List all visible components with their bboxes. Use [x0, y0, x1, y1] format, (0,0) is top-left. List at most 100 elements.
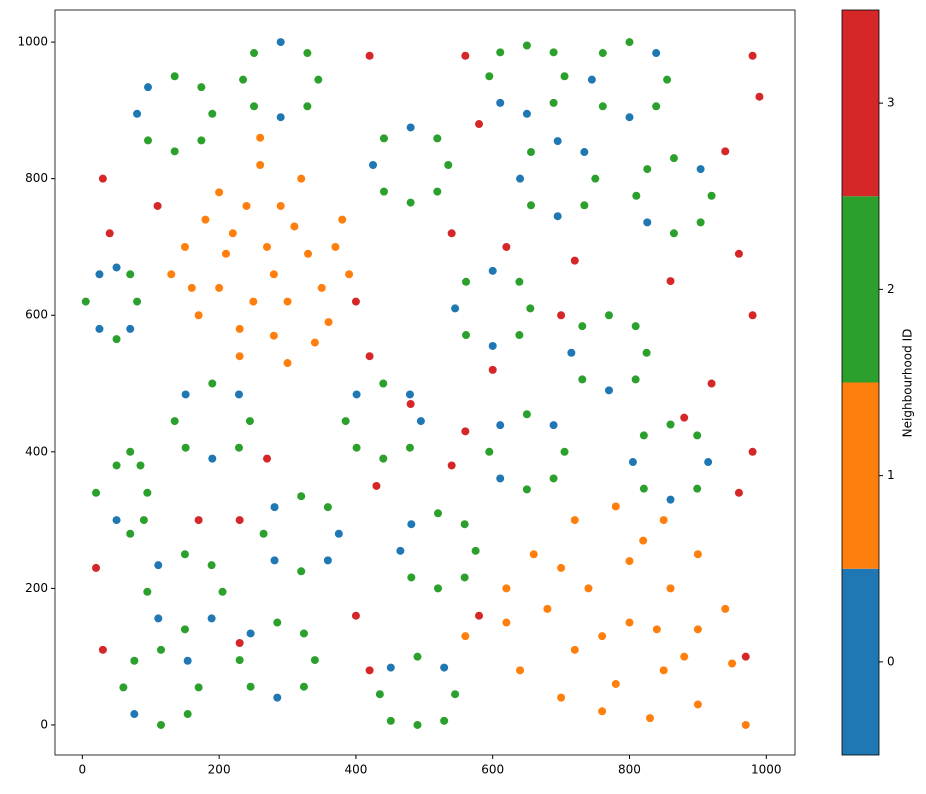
point: [352, 443, 361, 452]
point: [659, 516, 668, 525]
point: [693, 625, 702, 634]
point: [748, 447, 757, 456]
point: [515, 331, 524, 340]
point: [180, 625, 189, 634]
point: [270, 556, 279, 565]
point: [496, 421, 505, 430]
point: [130, 710, 139, 719]
point: [235, 639, 244, 648]
point: [331, 242, 340, 251]
point: [405, 390, 414, 399]
point: [215, 188, 224, 197]
point: [549, 421, 558, 430]
point: [748, 51, 757, 60]
point: [529, 550, 538, 559]
point: [181, 390, 190, 399]
point: [625, 113, 634, 122]
point: [580, 148, 589, 157]
point: [290, 222, 299, 231]
point: [208, 109, 217, 118]
point: [639, 431, 648, 440]
point: [625, 38, 634, 47]
point: [604, 311, 613, 320]
point: [317, 283, 326, 292]
point: [591, 174, 600, 183]
point: [475, 611, 484, 620]
point: [522, 41, 531, 50]
point: [235, 656, 244, 665]
point: [130, 656, 139, 665]
point: [462, 331, 471, 340]
point: [183, 656, 192, 665]
point: [570, 256, 579, 265]
point: [485, 447, 494, 456]
point: [323, 503, 332, 512]
point: [126, 270, 135, 279]
point: [721, 147, 730, 156]
point: [187, 283, 196, 292]
point: [98, 645, 107, 654]
point: [112, 461, 121, 470]
point: [557, 693, 566, 702]
point: [208, 379, 217, 388]
point: [180, 242, 189, 251]
point: [406, 123, 415, 132]
point: [143, 587, 152, 596]
y-tick-label: 400: [25, 444, 48, 458]
point: [693, 700, 702, 709]
point: [696, 165, 705, 174]
point: [515, 277, 524, 286]
point: [303, 102, 312, 111]
point: [352, 390, 361, 399]
point: [126, 324, 135, 333]
point: [451, 304, 460, 313]
point: [549, 474, 558, 483]
point: [154, 561, 163, 570]
point: [197, 136, 206, 145]
x-tick-label: 1000: [751, 763, 782, 777]
point: [144, 83, 153, 92]
point: [324, 318, 333, 327]
y-tick-label: 800: [25, 171, 48, 185]
point: [201, 215, 210, 224]
y-tick-label: 600: [25, 308, 48, 322]
point: [154, 614, 163, 623]
point: [215, 283, 224, 292]
point: [611, 502, 620, 511]
point: [283, 297, 292, 306]
point: [707, 191, 716, 200]
colorbar-tick-label: 1: [887, 468, 895, 482]
point: [553, 137, 562, 146]
point: [433, 509, 442, 518]
point: [133, 109, 142, 118]
point: [194, 683, 203, 692]
point: [496, 48, 505, 57]
point: [741, 720, 750, 729]
point: [666, 420, 675, 429]
point: [234, 390, 243, 399]
point: [522, 410, 531, 419]
point: [228, 229, 237, 238]
point: [379, 134, 388, 143]
point: [704, 458, 713, 467]
point: [303, 49, 312, 58]
point: [598, 632, 607, 641]
point: [95, 270, 104, 279]
point: [246, 629, 255, 638]
point: [460, 520, 469, 529]
point: [405, 443, 414, 452]
point: [396, 546, 405, 555]
point: [549, 48, 558, 57]
point: [256, 133, 265, 142]
point: [502, 584, 511, 593]
point: [625, 557, 634, 566]
point: [693, 550, 702, 559]
point: [496, 98, 505, 107]
point: [502, 618, 511, 627]
point: [406, 198, 415, 207]
colorbar-segment: [842, 382, 879, 569]
point: [338, 215, 347, 224]
point: [639, 536, 648, 545]
point: [598, 707, 607, 716]
